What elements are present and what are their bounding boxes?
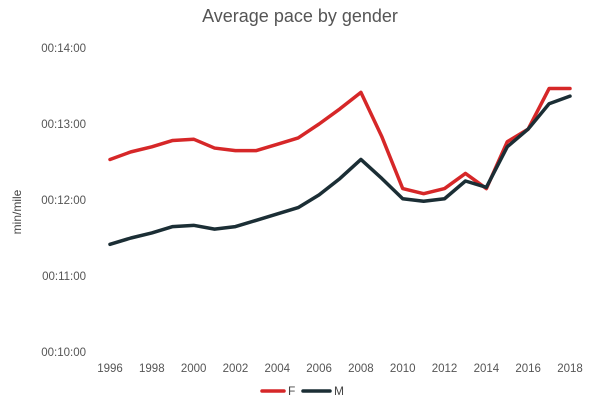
x-tick-label: 2016 xyxy=(515,363,541,375)
x-tick-label: 1996 xyxy=(97,363,123,375)
y-axis-ticks: 00:10:00 00:11:00 00:12:00 00:13:00 00:14:00 xyxy=(41,43,86,359)
y-tick-label: 00:12:00 xyxy=(41,195,86,207)
legend-label: M xyxy=(334,384,344,398)
x-tick-label: 2014 xyxy=(474,363,500,375)
x-tick-label: 2008 xyxy=(348,363,374,375)
x-tick-label: 2004 xyxy=(264,363,290,375)
x-tick-label: 2018 xyxy=(557,363,583,375)
legend-item-m: M xyxy=(301,384,344,398)
series-lines xyxy=(108,86,572,247)
x-tick-label: 1998 xyxy=(139,363,165,375)
x-axis-ticks: 1996 1998 2000 2002 2004 2006 2008 2010 2012 2014… xyxy=(97,363,583,375)
chart-title: Average pace by gender xyxy=(202,6,398,26)
legend-label: F xyxy=(288,384,295,398)
x-tick-label: 2010 xyxy=(390,363,416,375)
y-tick-label: 00:10:00 xyxy=(41,347,86,359)
series-line-m xyxy=(108,94,572,247)
x-tick-label: 2006 xyxy=(306,363,332,375)
legend-item-f: F xyxy=(260,384,295,398)
y-tick-label: 00:14:00 xyxy=(41,43,86,55)
x-tick-label: 2000 xyxy=(181,363,207,375)
y-tick-label: 00:13:00 xyxy=(41,119,86,131)
x-tick-label: 2002 xyxy=(223,363,249,375)
y-tick-label: 00:11:00 xyxy=(42,271,86,283)
y-axis-label: min/mile xyxy=(10,189,24,234)
x-tick-label: 2012 xyxy=(432,363,458,375)
